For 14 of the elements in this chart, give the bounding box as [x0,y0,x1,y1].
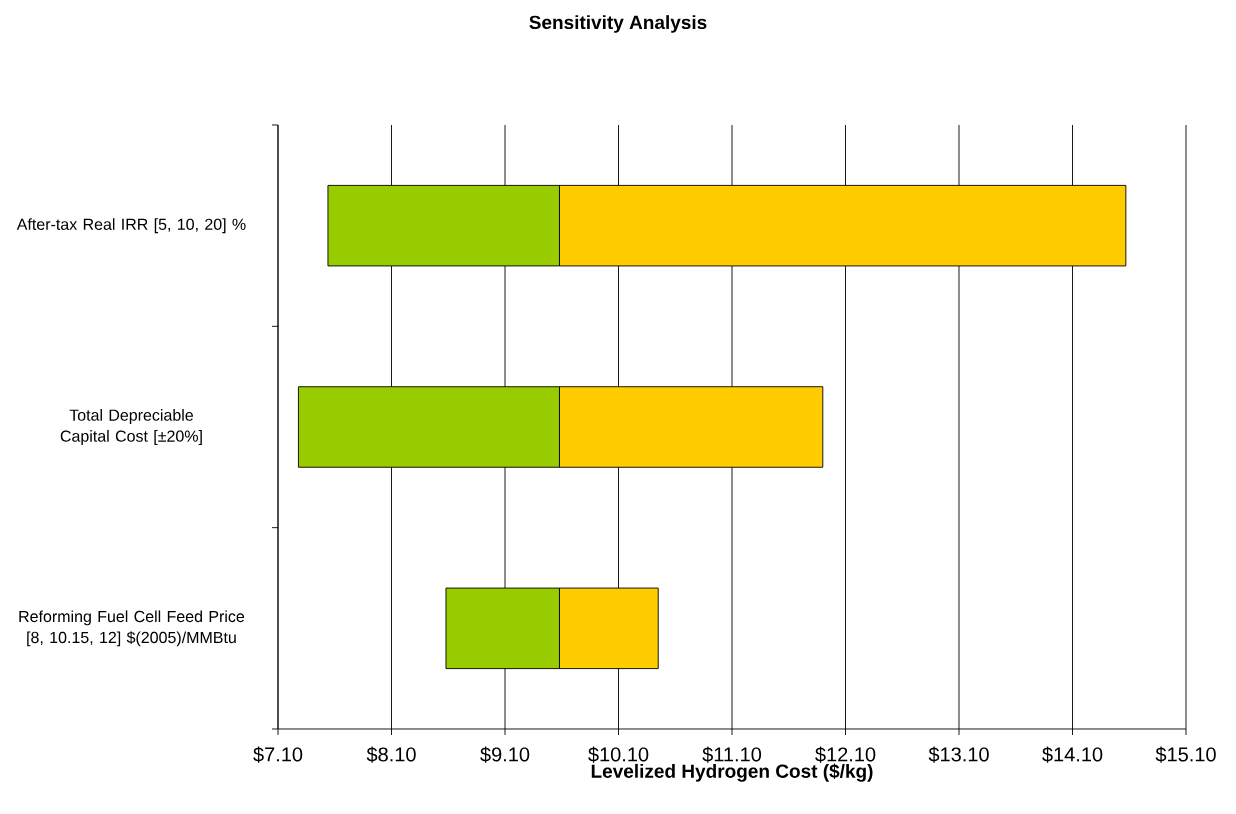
x-tick-label: $13.10 [928,746,989,763]
x-tick-label: $12.10 [815,746,876,763]
x-tick-label: $8.10 [366,746,416,763]
x-tick-label: $7.10 [253,746,303,763]
y-tick-label: Total Depreciable Capital Cost [±20%] [60,409,202,445]
x-axis-title: Levelized Hydrogen Cost ($/kg) [591,763,873,782]
y-tick-label: Reforming Fuel Cell Feed Price [8, 10.15, 12] $(2005)/MMBtu [19,610,245,647]
x-tick-label: $14.10 [1042,746,1103,763]
y-tick-label: After-tax Real IRR [5, 10, 20] % [16,218,246,234]
x-tick-label: $11.10 [702,746,762,763]
chart-title: Sensitivity Analysis [529,15,707,33]
x-tick-label: $10.10 [588,746,649,763]
x-tick-label: $15.10 [1155,746,1216,763]
x-tick-label: $9.10 [480,746,530,763]
